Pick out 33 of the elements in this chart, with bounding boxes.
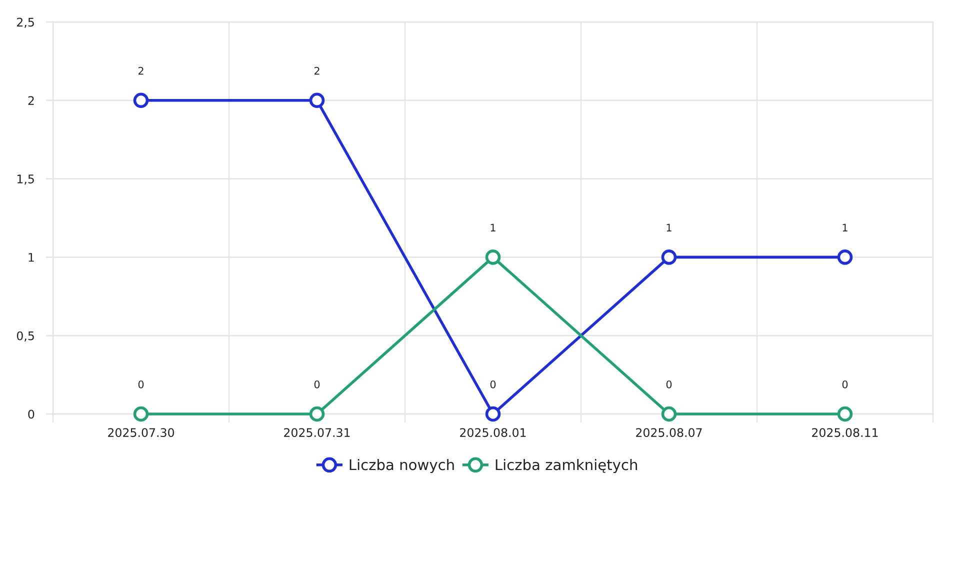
y-tick-label: 0,5: [16, 331, 34, 342]
data-label: 0: [138, 380, 144, 388]
x-tick-label: 2025.08.01: [460, 428, 526, 438]
y-tick-label: 1: [28, 253, 34, 262]
x-tick-label: 2025.08.07: [636, 428, 702, 438]
x-tick-label: 2025.08.11: [812, 428, 878, 438]
point: [309, 406, 325, 422]
point: [309, 92, 325, 108]
data-label: 1: [490, 224, 496, 232]
point: [837, 250, 853, 265]
data-label: 0: [842, 380, 848, 388]
point: [133, 406, 149, 422]
x-tick-label: 2025.07.30: [108, 428, 174, 438]
point: [661, 406, 677, 422]
y-tick-label: 2,5: [17, 18, 34, 28]
y-tick-label: 0: [28, 410, 34, 419]
data-label: 1: [666, 224, 672, 232]
data-label: 0: [490, 380, 496, 388]
y-tick-label: 2: [28, 96, 34, 105]
point: [133, 92, 149, 108]
x-tick-label: 2025.07.31: [284, 428, 350, 438]
data-label: 1: [842, 224, 848, 232]
legend-label: Liczba nowych: [350, 458, 454, 474]
data-label: 0: [666, 380, 672, 388]
point: [837, 406, 853, 422]
data-label: 0: [314, 380, 320, 388]
data-label: 2: [138, 66, 144, 75]
point: [485, 406, 501, 422]
legend-label: Liczba zamkniętych: [496, 458, 637, 474]
point: [661, 250, 677, 265]
point: [485, 250, 501, 265]
y-tick-label: 1,5: [17, 174, 34, 185]
data-label: 2: [314, 66, 320, 75]
